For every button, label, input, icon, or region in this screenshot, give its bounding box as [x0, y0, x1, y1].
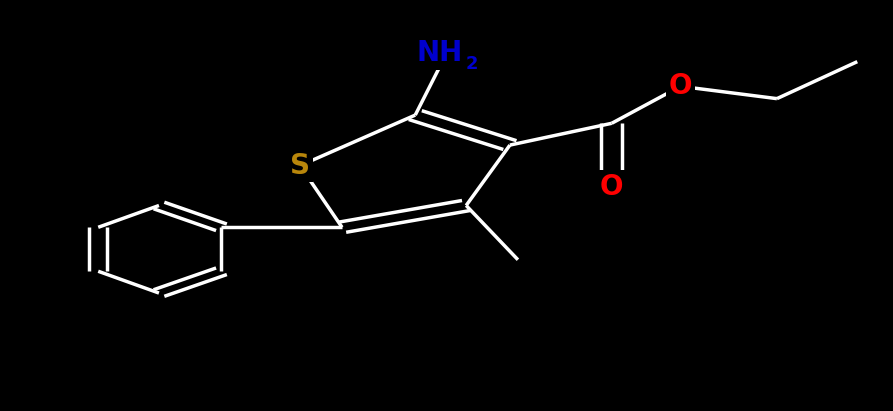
Text: O: O [600, 173, 623, 201]
Text: NH: NH [416, 39, 463, 67]
Text: O: O [669, 72, 692, 100]
Text: S: S [290, 152, 310, 180]
Text: 2: 2 [465, 55, 478, 73]
